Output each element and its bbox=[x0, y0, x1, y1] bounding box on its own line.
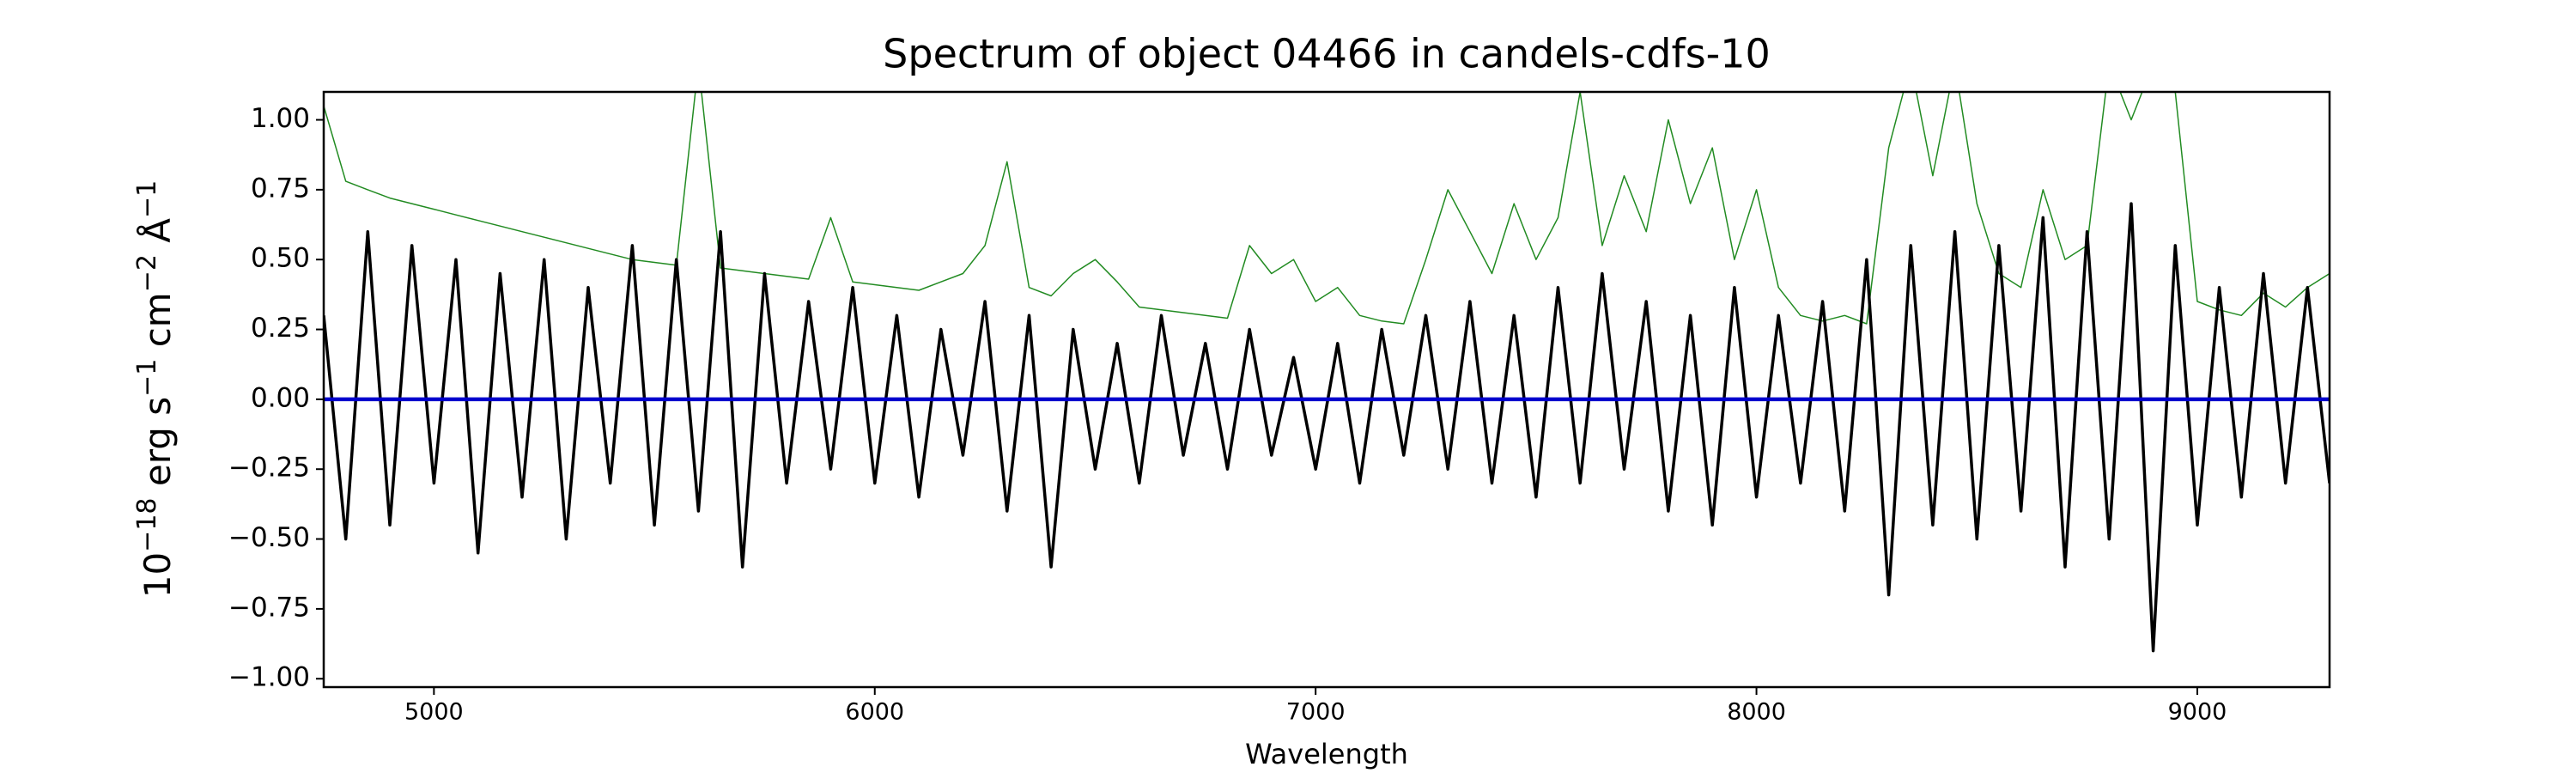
chart-title: Spectrum of object 04466 in candels-cdfs… bbox=[883, 31, 1771, 77]
plot-frame bbox=[322, 90, 2331, 689]
y-axis-label-part: 10 bbox=[137, 552, 179, 598]
x-tick-label: 6000 bbox=[845, 699, 904, 726]
y-axis-label-part: cm bbox=[137, 292, 179, 358]
y-axis-label-part: Å bbox=[136, 218, 179, 254]
plot-area bbox=[324, 92, 2330, 653]
y-axis-label-part: −18 bbox=[132, 498, 162, 552]
y-tick-label: −0.25 bbox=[228, 453, 310, 484]
y-axis-label-part: erg s bbox=[137, 397, 179, 498]
y-tick-label: 1.00 bbox=[251, 103, 310, 134]
y-axis-label-part: −2 bbox=[132, 254, 162, 292]
y-axis-label: 10−18 erg s−1 cm−2 Å−1 bbox=[132, 180, 179, 599]
y-axis-label-part: −1 bbox=[132, 359, 162, 397]
series-line bbox=[324, 92, 2330, 325]
x-tick-label: 7000 bbox=[1286, 699, 1346, 726]
y-tick-label: −1.00 bbox=[228, 662, 310, 693]
series-line bbox=[324, 202, 2330, 653]
y-tick-label: 0.50 bbox=[251, 243, 310, 274]
x-axis-label: Wavelength bbox=[1245, 738, 1408, 770]
y-tick-label: −0.50 bbox=[228, 522, 310, 553]
x-tick-label: 8000 bbox=[1727, 699, 1786, 726]
x-tick-label: 5000 bbox=[404, 699, 464, 726]
y-tick-label: −0.75 bbox=[228, 592, 310, 623]
y-axis-label-part: −1 bbox=[132, 180, 162, 218]
x-tick-label: 9000 bbox=[2168, 699, 2227, 726]
y-tick-label: 0.25 bbox=[251, 313, 310, 344]
y-tick-label: 0.00 bbox=[251, 382, 310, 413]
y-tick-label: 0.75 bbox=[251, 173, 310, 204]
